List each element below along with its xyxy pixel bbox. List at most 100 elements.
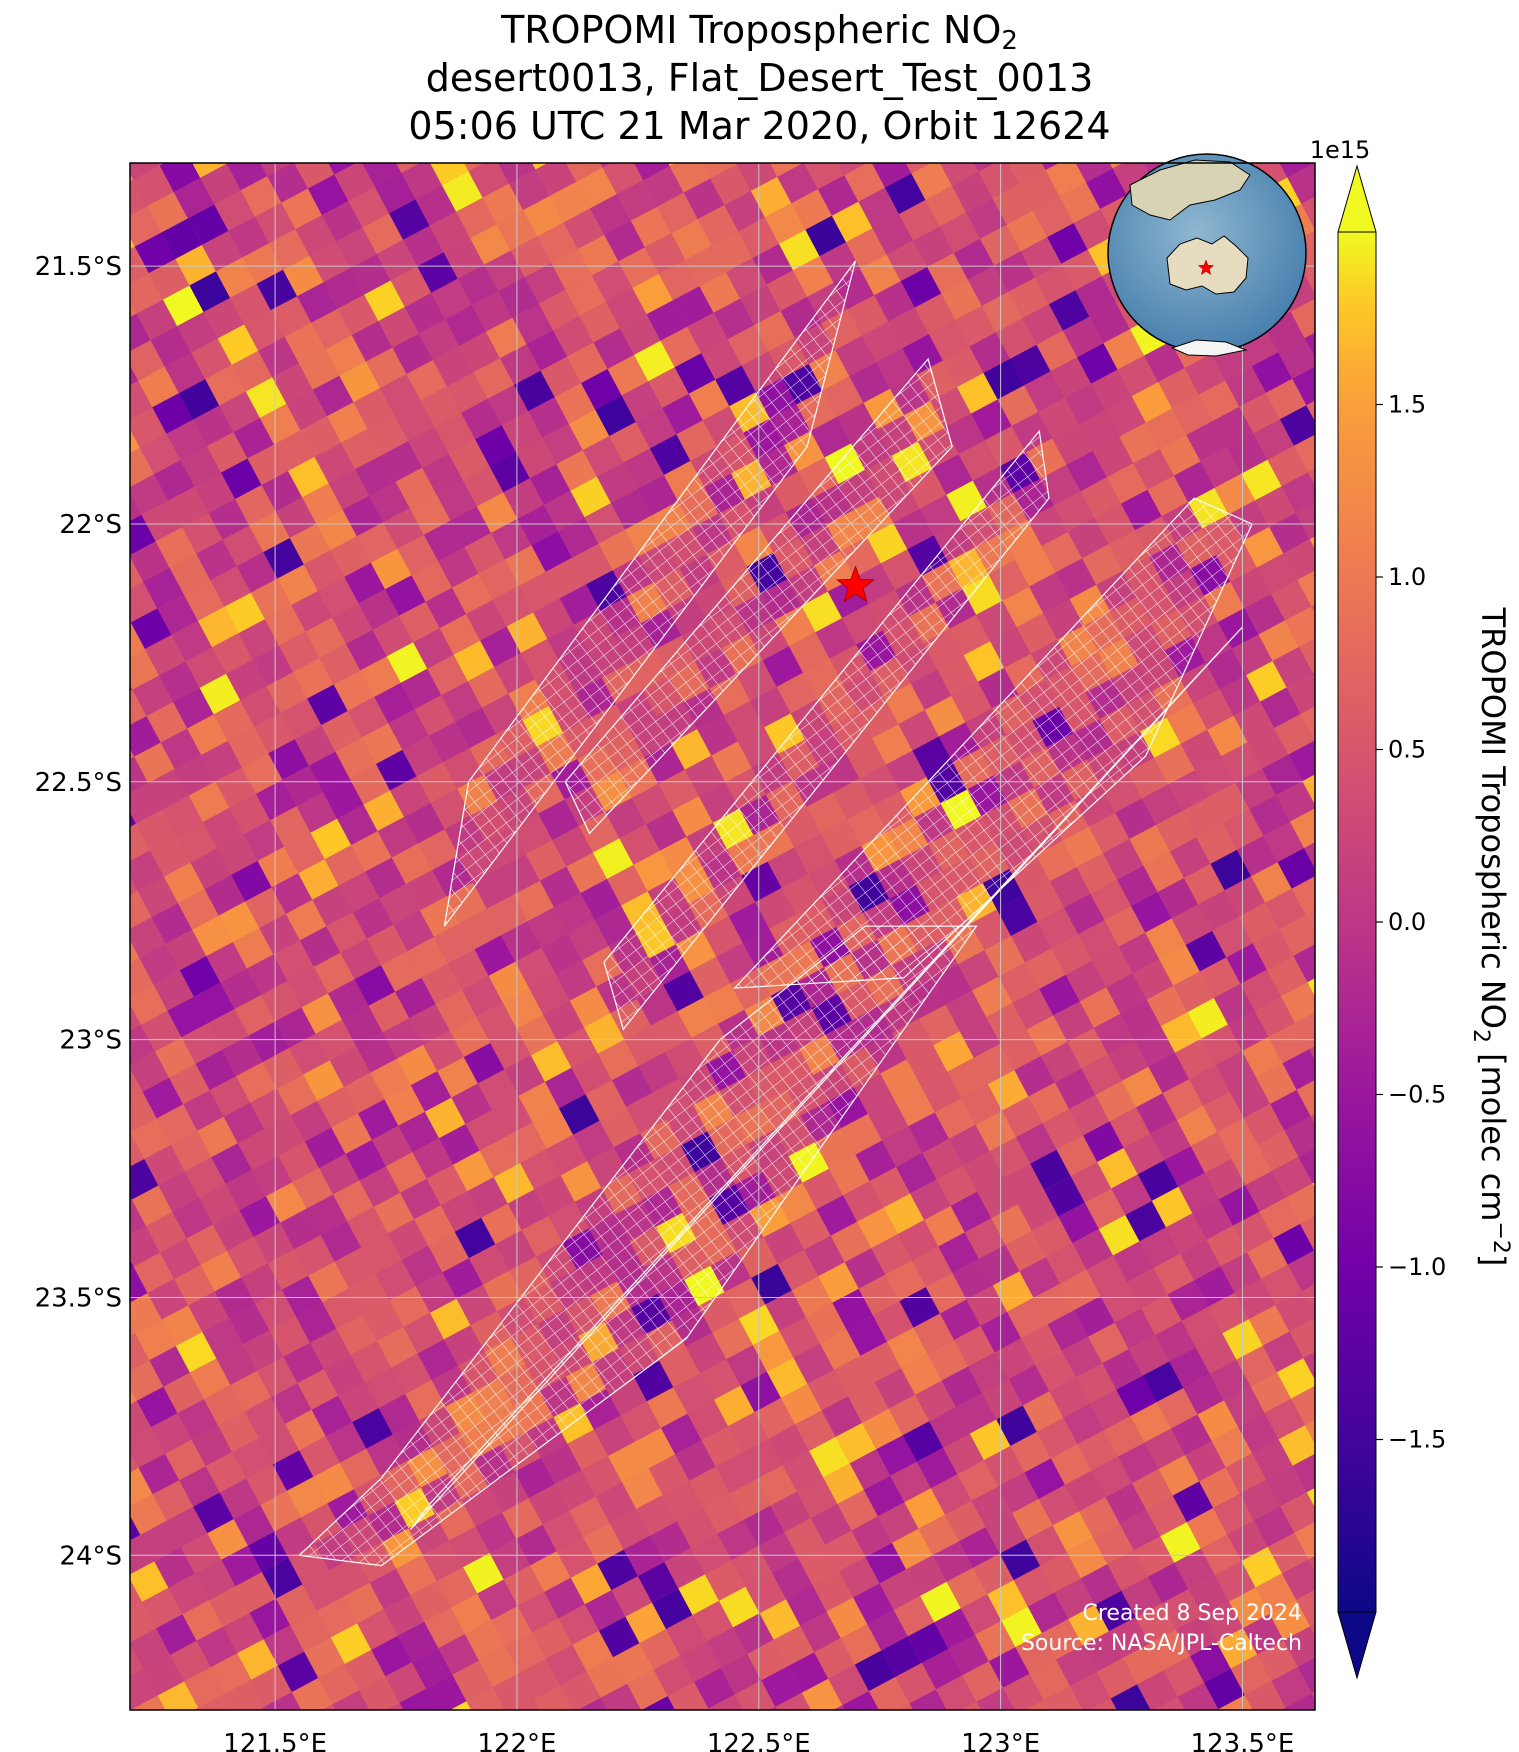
heatmap-cell	[236, 552, 278, 593]
heatmap-cell	[1127, 1267, 1168, 1309]
heatmap-cell	[222, 1035, 263, 1077]
heatmap-cell	[157, 594, 198, 635]
heatmap-cell	[286, 389, 327, 431]
heatmap-cell	[130, 447, 154, 488]
heatmap-cell	[581, 369, 622, 410]
heatmap-cell	[701, 339, 742, 380]
heatmap-cell	[967, 265, 1009, 306]
heatmap-cell	[502, 1498, 543, 1539]
heatmap-cell	[274, 1517, 315, 1558]
heatmap-cell	[183, 580, 225, 621]
heatmap-cell	[130, 1427, 166, 1468]
heatmap-cell	[1265, 378, 1307, 420]
heatmap-cell	[363, 790, 405, 832]
heatmap-cell	[259, 403, 301, 445]
heatmap-cell	[1231, 1144, 1272, 1186]
heatmap-cell	[442, 171, 483, 212]
heatmap-cell	[310, 818, 352, 860]
heatmap-cell	[180, 446, 221, 487]
heatmap-cell	[313, 952, 355, 994]
heatmap-cell	[552, 826, 593, 867]
heatmap-cell	[386, 1702, 404, 1710]
heatmap-cell	[130, 1515, 141, 1541]
heatmap-cell	[529, 974, 570, 1015]
heatmap-cell	[771, 471, 813, 513]
heatmap-cell	[1174, 1548, 1215, 1590]
heatmap-cell	[1216, 1628, 1258, 1669]
heatmap-cell	[424, 1097, 466, 1139]
heatmap-cell	[584, 503, 626, 544]
heatmap-cell	[1075, 1363, 1117, 1404]
heatmap-cell	[221, 458, 262, 500]
heatmap-cell	[924, 1716, 965, 1752]
heatmap-cell	[786, 1585, 827, 1626]
heatmap-cell	[582, 436, 624, 477]
heatmap-cell	[83, 838, 124, 879]
heatmap-cell	[374, 172, 416, 214]
heatmap-cell	[130, 1051, 170, 1092]
heatmap-cell	[77, 1657, 118, 1698]
heatmap-cell	[464, 533, 505, 574]
heatmap-cell	[324, 845, 366, 886]
heatmap-cell	[577, 234, 619, 276]
heatmap-cell	[130, 649, 159, 690]
heatmap-cell	[1105, 1483, 1147, 1524]
heatmap-cell	[1015, 546, 1056, 587]
heatmap-cell	[285, 899, 327, 941]
heatmap-cell	[239, 1196, 281, 1237]
heatmap-cell	[300, 416, 342, 457]
heatmap-cell	[1243, 1104, 1285, 1145]
heatmap-cell	[893, 1595, 935, 1637]
heatmap-cell	[958, 440, 1000, 481]
heatmap-cell	[1256, 553, 1298, 594]
heatmap-cell	[482, 183, 524, 225]
heatmap-cell	[1304, 332, 1315, 358]
heatmap-cell	[1055, 558, 1097, 599]
heatmap-cell	[1109, 163, 1123, 169]
heatmap-cell	[142, 1077, 184, 1119]
heatmap-cell	[449, 1016, 491, 1058]
heatmap-cell	[283, 1342, 324, 1384]
heatmap-cell	[510, 236, 552, 278]
heatmap-cell	[982, 1378, 1023, 1420]
heatmap-cell	[329, 1046, 371, 1087]
heatmap-cell	[1212, 406, 1254, 448]
heatmap-cell	[276, 1074, 318, 1116]
heatmap-cell	[948, 1634, 989, 1676]
heatmap-cell	[1086, 1255, 1128, 1297]
heatmap-cell	[521, 1216, 563, 1257]
heatmap-cell	[226, 659, 267, 701]
heatmap-cell	[200, 163, 241, 205]
heatmap-cell	[781, 874, 823, 915]
heatmap-cell	[239, 109, 280, 150]
heatmap-cell	[130, 876, 138, 895]
heatmap-cell	[611, 489, 652, 530]
heatmap-cell	[233, 1505, 275, 1546]
heatmap-cell	[1091, 1456, 1133, 1498]
heatmap-cell	[687, 1399, 729, 1441]
heatmap-cell	[351, 831, 392, 872]
heatmap-cell	[944, 413, 986, 455]
heatmap-cell	[455, 707, 496, 749]
heatmap-cell	[219, 391, 260, 433]
heatmap-cell	[272, 1450, 314, 1491]
heatmap-cell	[257, 1356, 298, 1398]
heatmap-cell	[185, 647, 227, 688]
heatmap-cell	[277, 564, 318, 606]
heatmap-cell	[428, 721, 470, 763]
heatmap-cell	[583, 1013, 625, 1054]
heatmap-cell	[832, 1288, 873, 1330]
heatmap-cell	[287, 966, 328, 1008]
heatmap-cell	[379, 884, 420, 925]
heatmap-cell	[258, 336, 299, 378]
heatmap-cell	[396, 163, 421, 173]
heatmap-cell	[160, 1238, 201, 1279]
heatmap-cell	[453, 1150, 494, 1192]
heatmap-cell	[146, 1212, 187, 1253]
heatmap-cell	[411, 561, 453, 602]
heatmap-cell	[140, 1520, 181, 1562]
heatmap-cell	[1106, 463, 1148, 504]
heatmap-cell	[559, 584, 601, 625]
heatmap-cell	[130, 206, 162, 247]
heatmap-cell	[549, 181, 591, 223]
